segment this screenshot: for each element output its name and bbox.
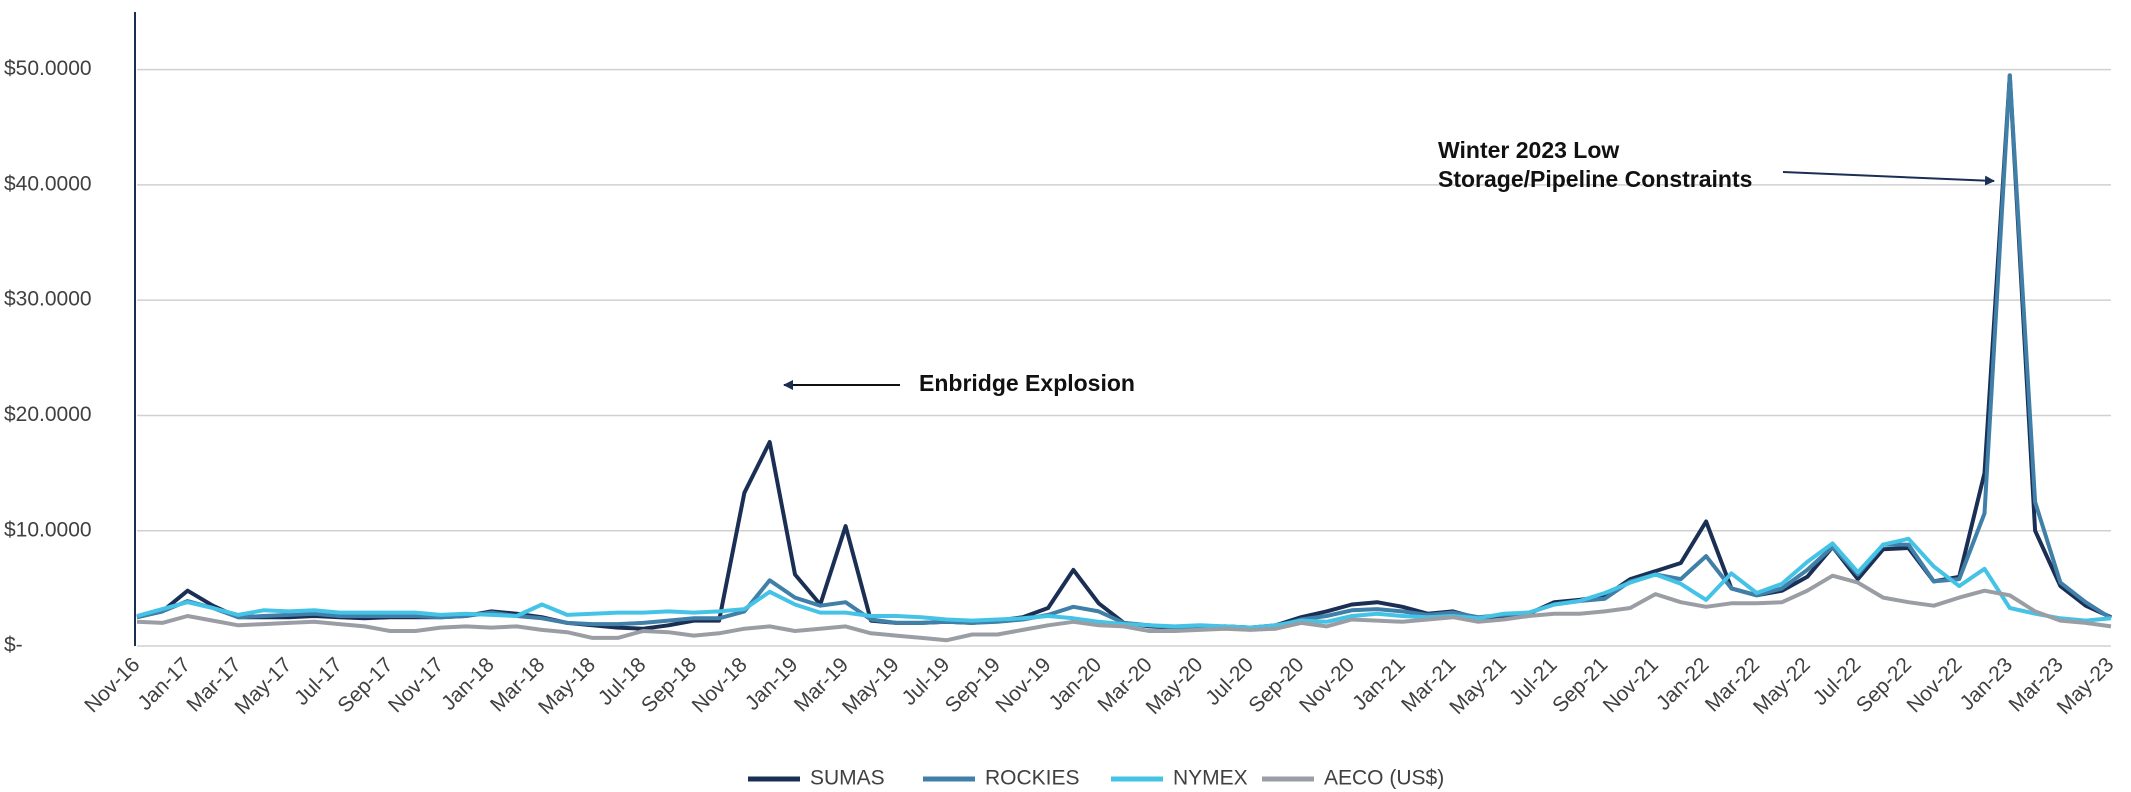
x-tick-label: Nov-19 bbox=[991, 653, 1055, 717]
x-tick-label: Sep-19 bbox=[941, 653, 1005, 717]
x-tick-label: Jan-20 bbox=[1044, 653, 1106, 715]
x-tick-label: May-19 bbox=[838, 653, 904, 719]
x-tick-label: May-18 bbox=[534, 653, 600, 719]
y-tick-label: $- bbox=[4, 634, 23, 657]
series-line bbox=[136, 536, 2112, 630]
legend-item: ROCKIES bbox=[923, 767, 1080, 790]
x-tick-label: Nov-16 bbox=[80, 653, 144, 717]
x-tick-label: Jan-18 bbox=[437, 653, 499, 715]
annotation: Storage/Pipeline Constraints bbox=[1438, 166, 1752, 192]
x-tick-label: Jan-22 bbox=[1652, 653, 1714, 715]
series-line bbox=[136, 573, 2112, 643]
x-tick-label: May-23 bbox=[2053, 653, 2119, 719]
x-tick-label: Sep-21 bbox=[1548, 653, 1612, 717]
legend-label: NYMEX bbox=[1173, 767, 1248, 790]
x-tick-label: Sep-20 bbox=[1244, 653, 1308, 717]
x-tick-label: May-22 bbox=[1749, 653, 1815, 719]
legend-item: AECO (US$) bbox=[1262, 767, 1444, 790]
series-line bbox=[136, 73, 2113, 630]
x-tick-label: Jan-21 bbox=[1348, 653, 1410, 715]
legend-label: AECO (US$) bbox=[1324, 767, 1444, 790]
x-tick-label: Jan-17 bbox=[133, 653, 195, 715]
legend-label: ROCKIES bbox=[985, 767, 1080, 790]
x-tick-label: Sep-18 bbox=[637, 653, 701, 717]
x-tick-label: Jan-19 bbox=[741, 653, 803, 715]
annotation-arrow bbox=[1782, 171, 1995, 186]
y-tick-label: $20.0000 bbox=[4, 403, 92, 426]
x-tick-label: Jan-23 bbox=[1956, 653, 2018, 715]
x-tick-label: Sep-17 bbox=[333, 653, 397, 717]
x-tick-label: Nov-21 bbox=[1599, 653, 1663, 717]
plot-area: $- $10.0000 $20.0000 $30.0000 $40.0000 $50.00… bbox=[4, 12, 2118, 719]
annotation: Winter 2023 Low bbox=[1438, 137, 1619, 163]
x-tick-label: Sep-22 bbox=[1852, 653, 1916, 717]
x-tick-label: May-20 bbox=[1142, 653, 1208, 719]
y-tick-label: $10.0000 bbox=[4, 518, 92, 541]
legend-label: SUMAS bbox=[810, 767, 885, 790]
y-tick-label: $50.0000 bbox=[4, 57, 92, 80]
x-tick-label: May-21 bbox=[1445, 653, 1511, 719]
legend-item: SUMAS bbox=[748, 767, 885, 790]
x-tick-label: May-17 bbox=[231, 653, 297, 719]
series-line bbox=[136, 73, 2112, 631]
x-tick-label: Nov-17 bbox=[384, 653, 448, 717]
y-tick-label: $30.0000 bbox=[4, 288, 92, 311]
y-tick-label: $40.0000 bbox=[4, 172, 92, 195]
legend-item: NYMEX bbox=[1111, 767, 1248, 790]
x-tick-label: Nov-18 bbox=[688, 653, 752, 717]
x-tick-label: Nov-22 bbox=[1902, 653, 1966, 717]
annotation: Enbridge Explosion bbox=[919, 370, 1135, 396]
x-tick-label: Nov-20 bbox=[1295, 653, 1359, 717]
